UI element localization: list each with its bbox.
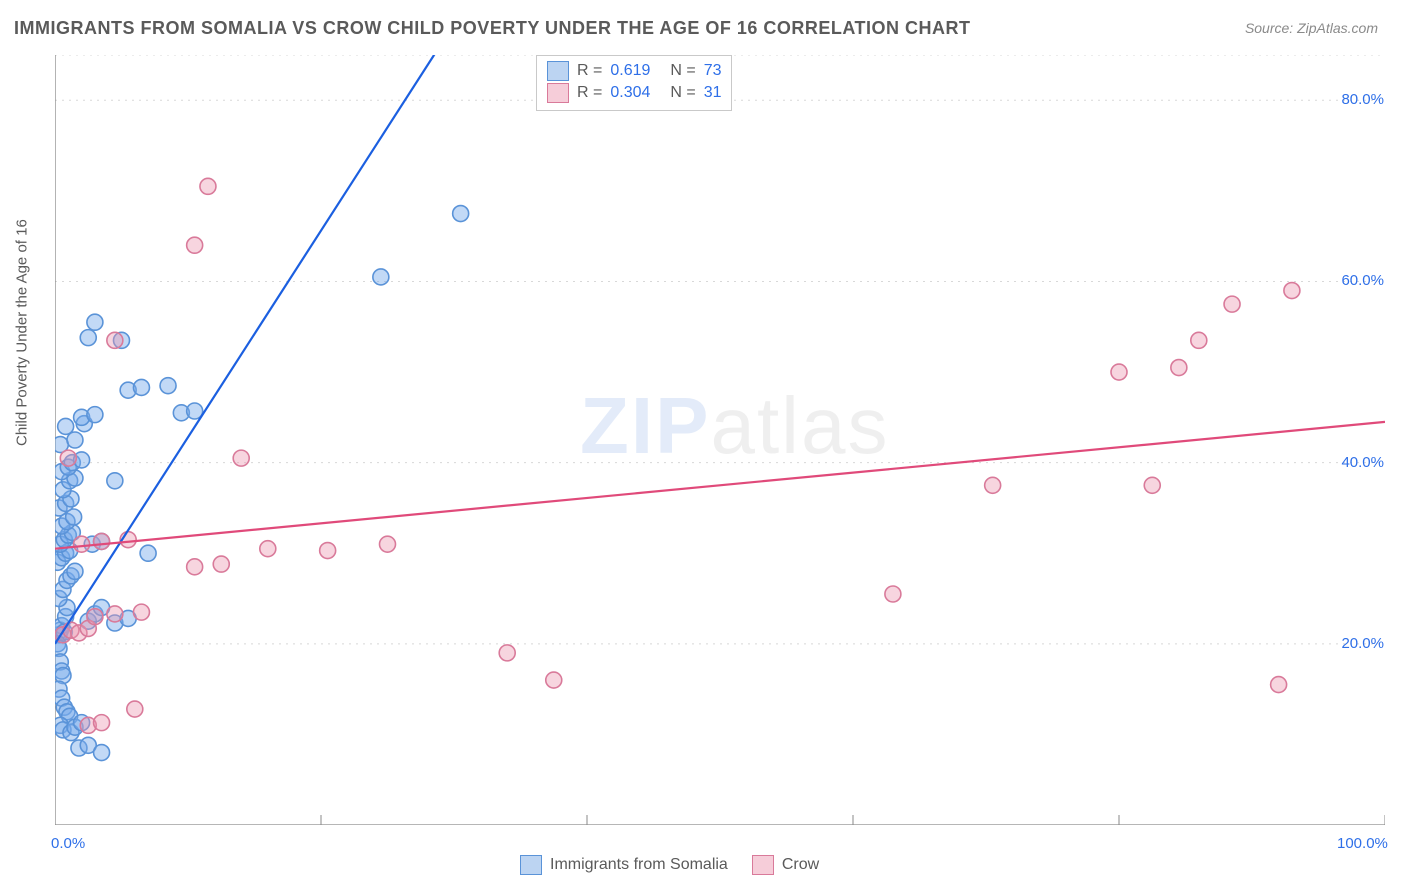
legend-swatch: [752, 855, 774, 875]
y-tick-label: 20.0%: [1341, 635, 1384, 652]
chart-title: IMMIGRANTS FROM SOMALIA VS CROW CHILD PO…: [14, 18, 971, 39]
legend-label: Crow: [782, 856, 819, 874]
legend-n-label: N =: [670, 60, 695, 82]
legend-item: Crow: [752, 855, 819, 875]
source-credit: Source: ZipAtlas.com: [1245, 20, 1378, 36]
legend-stat-row: R = 0.304 N = 31: [547, 82, 721, 104]
x-tick-label: 0.0%: [51, 835, 85, 852]
y-tick-label: 80.0%: [1341, 91, 1384, 108]
legend-swatch: [520, 855, 542, 875]
legend-item: Immigrants from Somalia: [520, 855, 728, 875]
y-tick-label: 40.0%: [1341, 454, 1384, 471]
legend-label: Immigrants from Somalia: [550, 856, 728, 874]
x-tick-label: 100.0%: [1337, 835, 1388, 852]
legend-swatch: [547, 61, 569, 81]
y-axis-label: Child Poverty Under the Age of 16: [14, 219, 31, 446]
y-tick-label: 60.0%: [1341, 272, 1384, 289]
legend-n-value: 31: [704, 82, 722, 104]
legend-r-label: R =: [577, 82, 602, 104]
legend-swatch: [547, 83, 569, 103]
legend-n-value: 73: [704, 60, 722, 82]
legend-n-label: N =: [670, 82, 695, 104]
legend-r-label: R =: [577, 60, 602, 82]
legend-stat-row: R = 0.619 N = 73: [547, 60, 721, 82]
legend-r-value: 0.619: [610, 60, 662, 82]
legend-r-value: 0.304: [610, 82, 662, 104]
legend-stats-box: R = 0.619 N = 73 R = 0.304 N = 31: [536, 55, 732, 111]
chart-plot-area: [55, 55, 1385, 825]
legend-series: Immigrants from Somalia Crow: [520, 855, 819, 875]
